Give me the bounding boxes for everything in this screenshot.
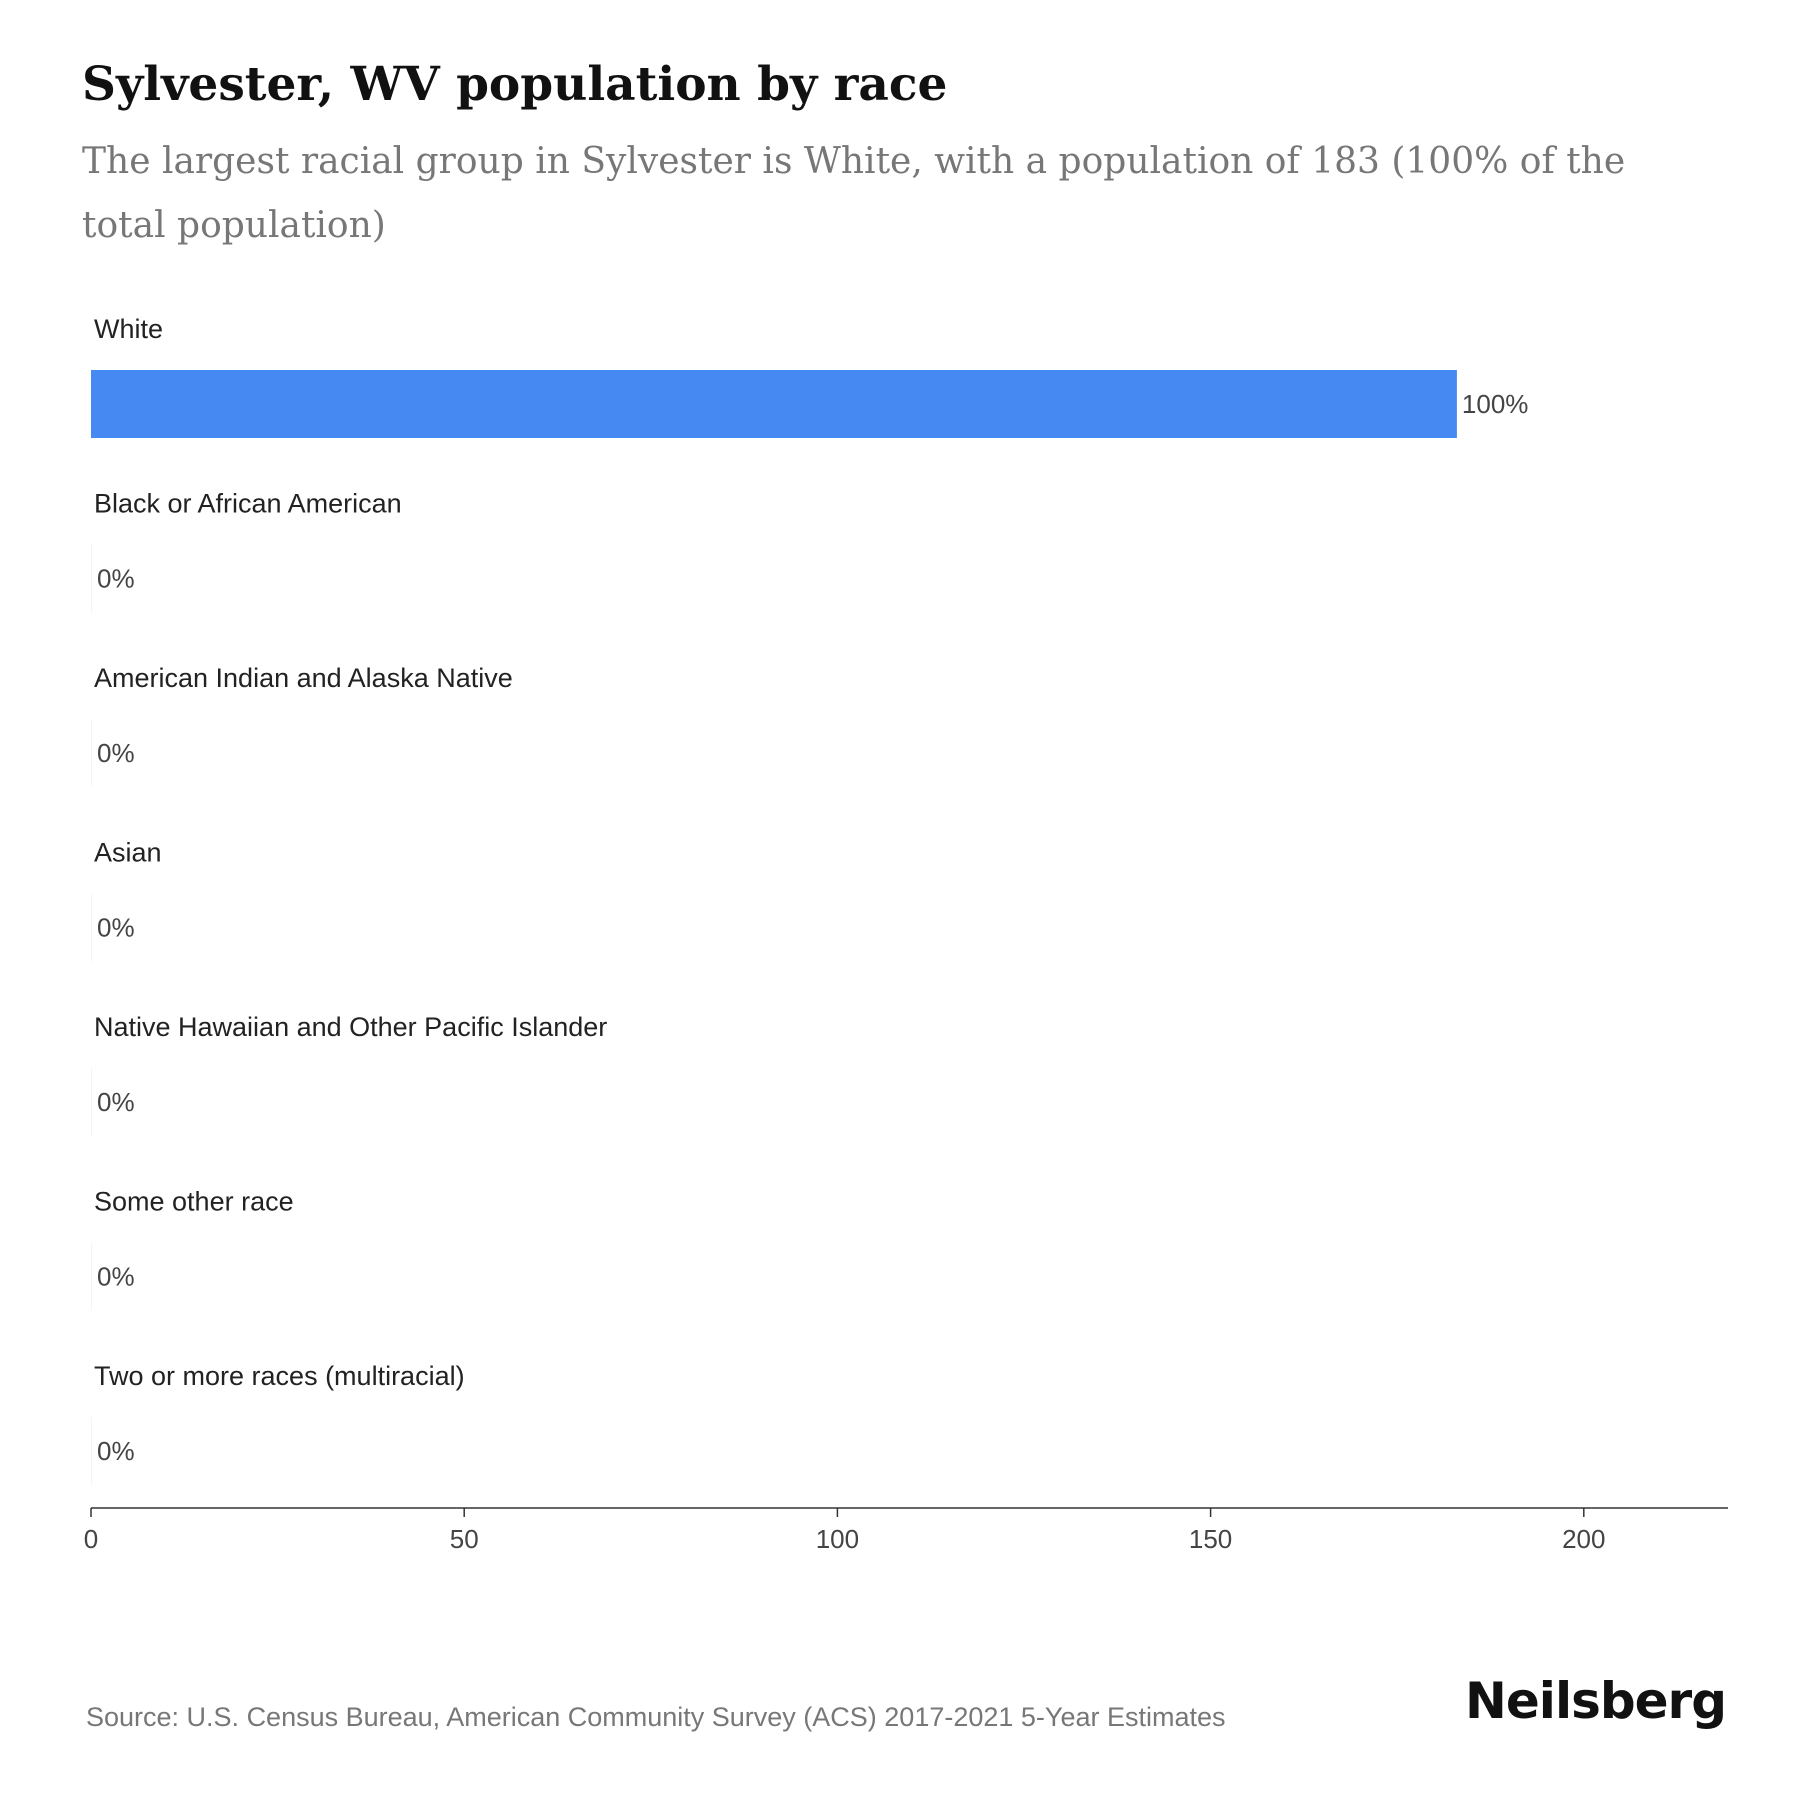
source-note: Source: U.S. Census Bureau, American Com…	[86, 1702, 1226, 1732]
value-label: 0%	[97, 738, 135, 768]
x-tick-label: 100	[816, 1524, 859, 1554]
value-label: 0%	[97, 1087, 135, 1117]
bar	[91, 1242, 92, 1311]
bar	[91, 1417, 92, 1485]
bar	[91, 893, 92, 962]
value-label: 0%	[97, 1436, 135, 1466]
value-label: 100%	[1462, 389, 1529, 419]
category-label: American Indian and Alaska Native	[94, 663, 513, 693]
value-label: 0%	[97, 1262, 135, 1292]
category-label: Some other race	[94, 1187, 294, 1217]
bar	[91, 370, 1457, 438]
category-label: Two or more races (multiracial)	[94, 1361, 465, 1391]
value-label: 0%	[97, 564, 135, 594]
category-label: Black or African American	[94, 489, 402, 519]
bar	[91, 719, 92, 787]
category-label: Native Hawaiian and Other Pacific Island…	[94, 1012, 607, 1042]
bars-layer: White 100% Black or African American 0% Amer…	[91, 314, 1528, 1485]
x-tick-label: 200	[1562, 1524, 1605, 1554]
x-tick-label: 0	[84, 1524, 98, 1554]
x-axis: 0 50 100 150 200	[84, 1507, 1728, 1554]
value-label: 0%	[97, 913, 135, 943]
x-tick-label: 150	[1189, 1524, 1232, 1554]
neilsberg-logo: Neilsberg	[1465, 1672, 1727, 1730]
x-tick-label: 50	[450, 1524, 479, 1554]
chart-subtitle: The largest racial group in Sylvester is…	[82, 141, 1626, 246]
category-label: White	[94, 314, 163, 344]
bar	[91, 1068, 92, 1136]
category-label: Asian	[94, 838, 162, 868]
chart-title: Sylvester, WV population by race	[82, 57, 948, 112]
bar	[91, 544, 92, 613]
